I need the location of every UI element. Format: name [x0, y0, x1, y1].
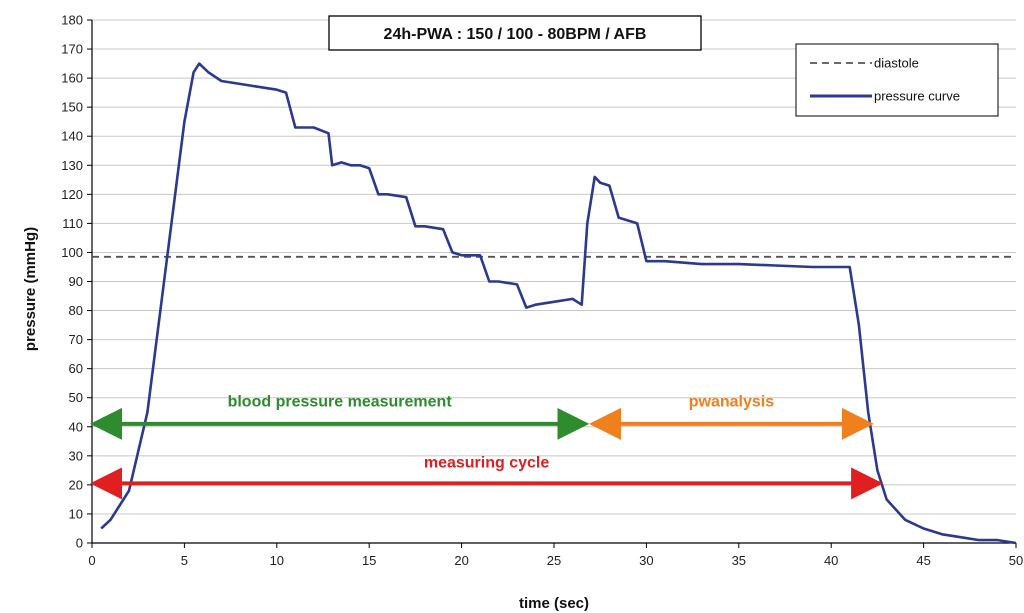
pressure-curve-line	[100, 62, 1017, 545]
y-tick-label: 110	[62, 216, 83, 231]
title-box-frame	[328, 15, 702, 51]
y-tick-label: 80	[69, 303, 83, 318]
y-tick-label: 150	[61, 100, 83, 115]
y-tick-label: 30	[69, 448, 83, 463]
x-tick-label: 20	[454, 553, 468, 568]
y-tick-label: 10	[69, 506, 83, 521]
x-tick-label: 30	[639, 553, 653, 568]
y-tick-label: 130	[61, 158, 83, 173]
x-tick-label: 10	[270, 553, 284, 568]
series	[92, 62, 1017, 545]
y-tick-label: 180	[61, 13, 83, 28]
legend: diastole pressure curve	[795, 43, 999, 117]
y-tick-label: 0	[76, 536, 83, 551]
x-axis-label: time (sec)	[519, 595, 589, 612]
y-tick-label: 160	[61, 71, 83, 86]
annotation-label: pwanalysis	[689, 393, 774, 410]
y-tick-label: 140	[61, 129, 83, 144]
x-tick-label: 50	[1009, 553, 1023, 568]
chart-title-box: 24h-PWA : 150 / 100 - 80BPM / AFB	[328, 15, 702, 51]
x-tick-label: 45	[916, 553, 930, 568]
y-axis-label: pressure (mmHg)	[22, 227, 39, 351]
x-tick-label: 0	[88, 553, 95, 568]
y-tick-label: 120	[61, 187, 83, 202]
annotation-label: blood pressure measurement	[228, 393, 453, 410]
x-axis-ticks: 0 5 10 15 20 25 30 35 40 45 50	[88, 543, 1023, 568]
y-tick-label: 60	[69, 361, 83, 376]
y-tick-label: 100	[61, 245, 83, 260]
x-tick-label: 35	[732, 553, 746, 568]
legend-label: diastole	[874, 56, 919, 71]
legend-frame	[795, 43, 999, 117]
y-tick-label: 50	[69, 390, 83, 405]
chart-title: 24h-PWA : 150 / 100 - 80BPM / AFB	[384, 26, 647, 43]
legend-label: pressure curve	[874, 89, 960, 104]
x-tick-label: 5	[181, 553, 188, 568]
x-tick-label: 15	[362, 553, 376, 568]
x-tick-label: 40	[824, 553, 838, 568]
annotations: blood pressure measurement pwanalysis meas…	[90, 393, 884, 500]
y-tick-label: 70	[69, 332, 83, 347]
y-tick-label: 170	[61, 42, 83, 57]
y-tick-label: 90	[69, 274, 83, 289]
y-tick-label: 40	[69, 419, 83, 434]
y-axis-ticks: 0 10 20 30 40 50 60 70 80 90 100 110 120 130 140 150 160…	[61, 13, 92, 551]
annotation-label: measuring cycle	[424, 454, 550, 471]
x-tick-label: 25	[547, 553, 561, 568]
y-tick-label: 20	[69, 477, 83, 492]
